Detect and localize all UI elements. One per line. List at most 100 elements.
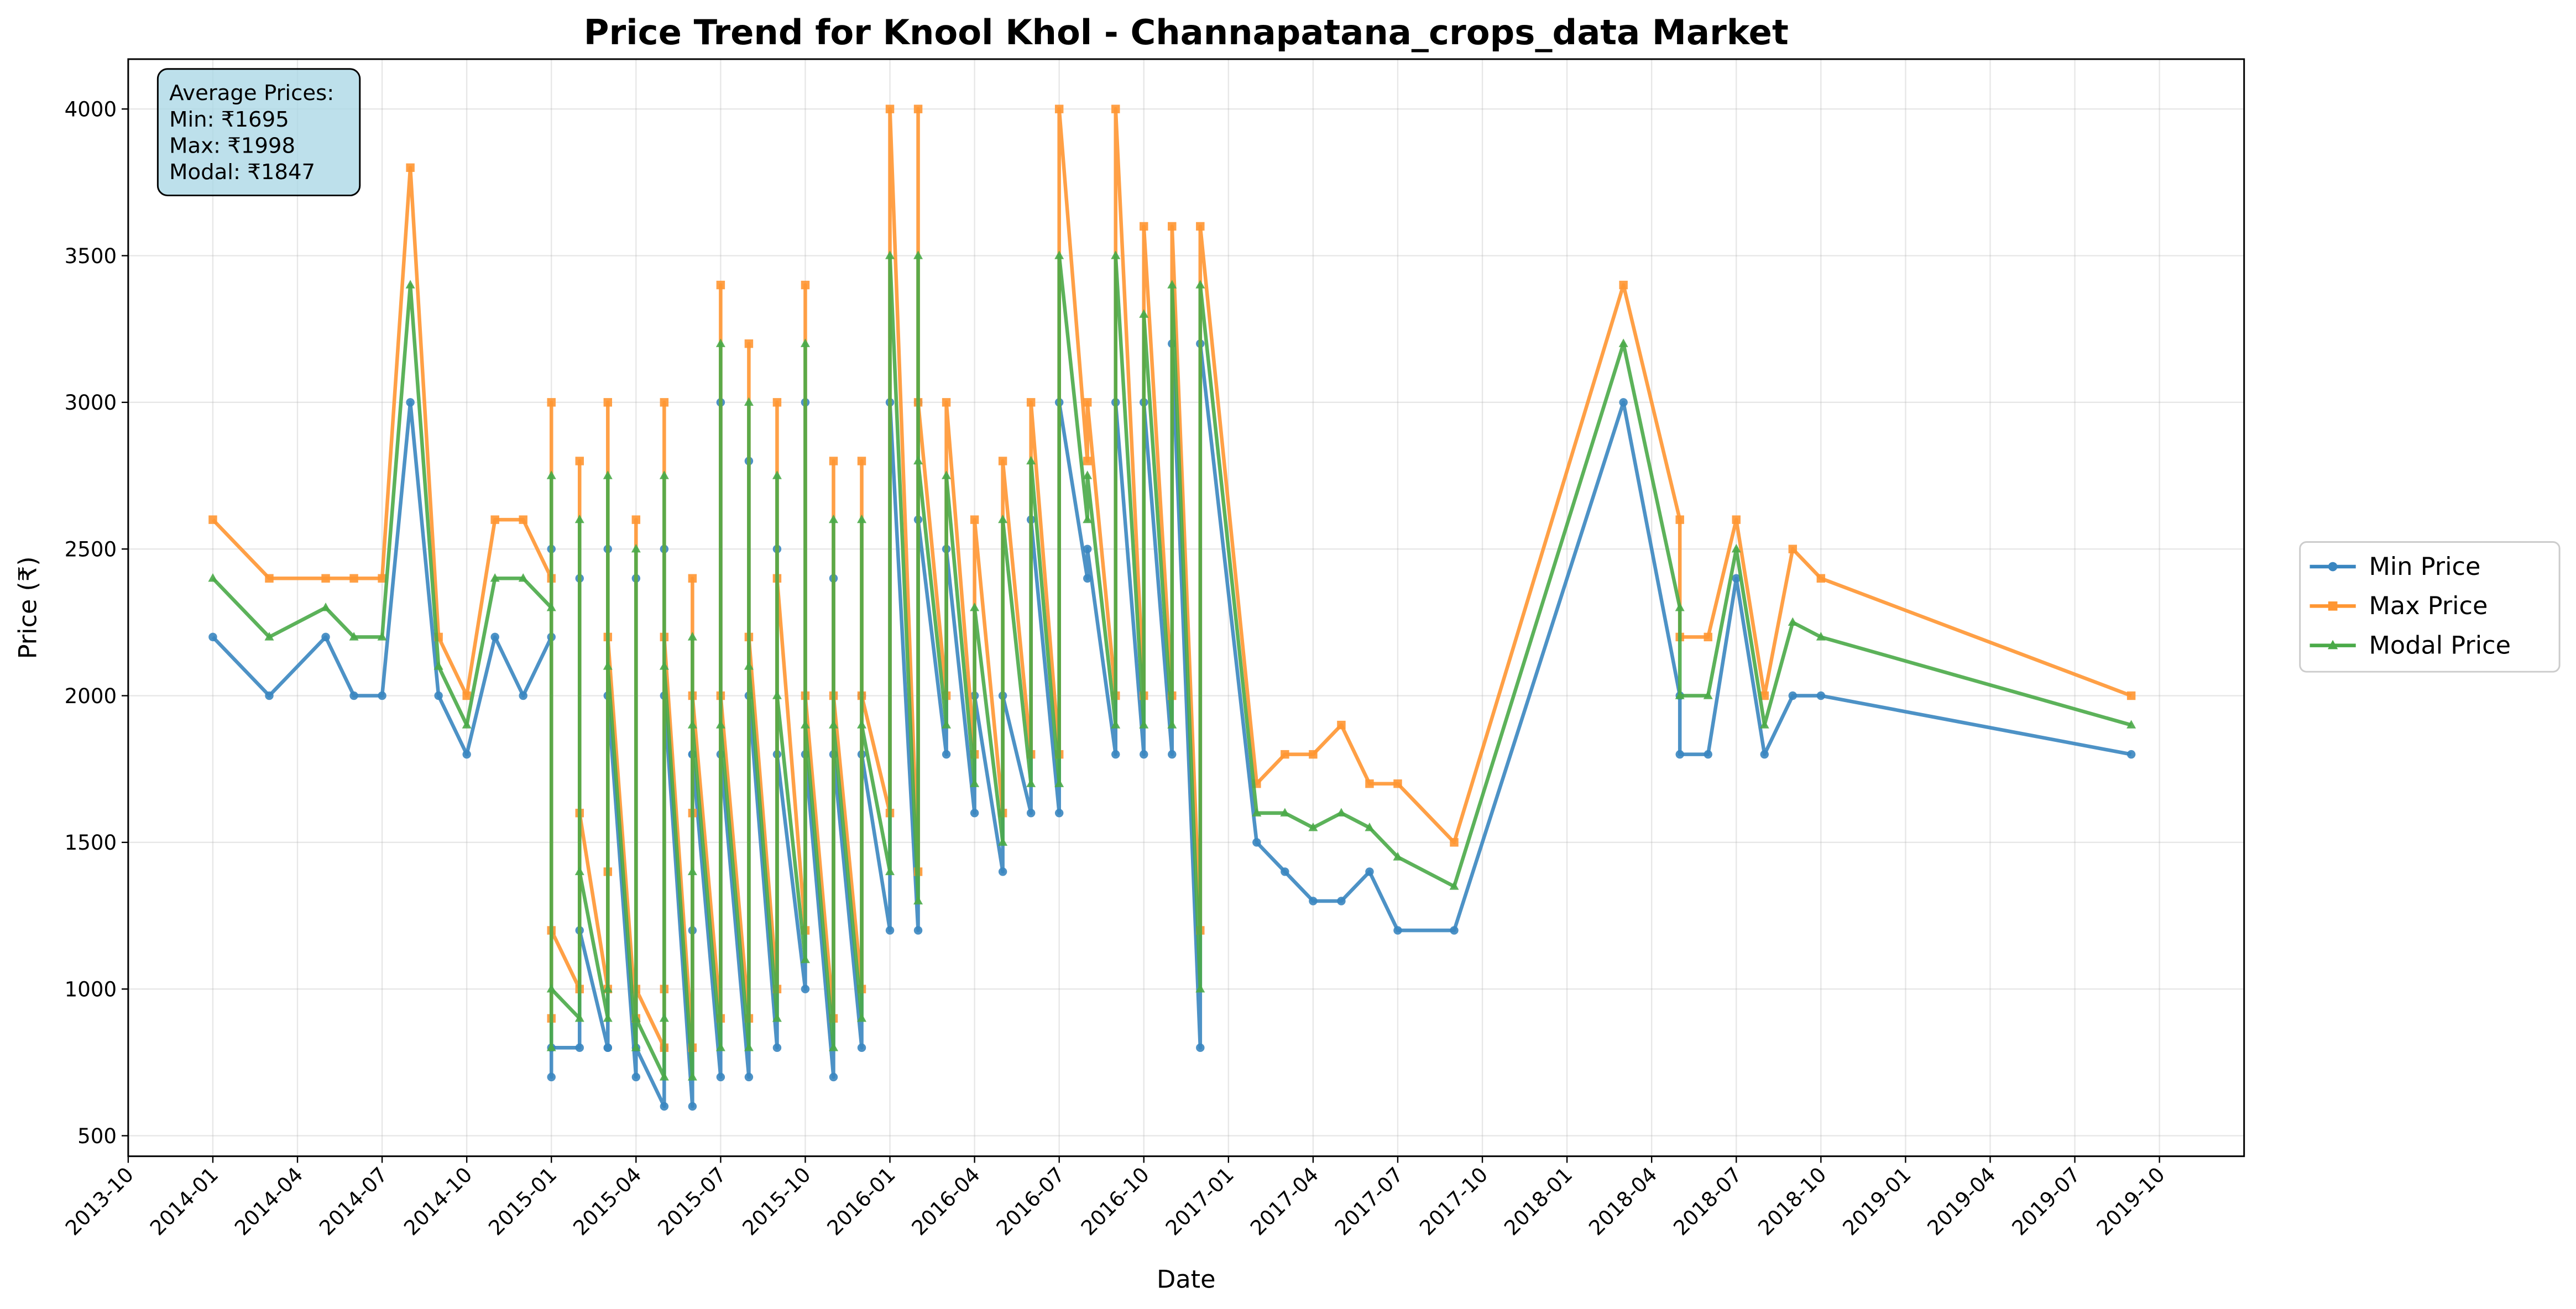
marker — [828, 720, 838, 729]
marker — [1280, 808, 1290, 816]
marker — [1111, 720, 1121, 729]
marker — [828, 514, 838, 523]
marker — [913, 250, 923, 259]
marker — [490, 632, 499, 642]
marker — [1139, 720, 1149, 729]
marker — [1026, 398, 1036, 407]
marker — [687, 632, 697, 641]
legend-box — [2299, 541, 2561, 673]
marker — [1083, 470, 1093, 479]
marker — [885, 104, 895, 113]
marker — [1731, 543, 1741, 553]
marker — [1167, 280, 1177, 289]
marker — [800, 954, 810, 964]
marker — [715, 338, 725, 347]
marker — [998, 837, 1008, 846]
marker — [885, 866, 895, 876]
marker — [321, 632, 330, 642]
marker — [518, 573, 528, 582]
marker — [688, 1102, 697, 1111]
marker — [1083, 514, 1093, 523]
marker — [1308, 823, 1318, 831]
marker — [1026, 778, 1036, 787]
marker — [378, 574, 386, 583]
marker — [1618, 338, 1628, 347]
marker — [801, 280, 810, 290]
marker — [1111, 104, 1120, 113]
marker — [377, 632, 387, 641]
marker — [913, 896, 923, 905]
marker — [349, 574, 358, 583]
marker — [1759, 720, 1769, 729]
marker — [1111, 250, 1121, 259]
marker — [1083, 398, 1092, 407]
marker — [659, 1013, 669, 1022]
legend: Min Price Max Price Modal Price — [2299, 541, 2561, 673]
marker — [857, 457, 866, 465]
marker — [659, 661, 669, 670]
marker — [857, 514, 867, 523]
marker — [603, 1043, 613, 1053]
marker — [744, 661, 754, 670]
annotation-text: Average Prices: — [169, 81, 334, 106]
marker — [1365, 867, 1374, 876]
marker — [660, 398, 669, 407]
marker — [603, 1013, 613, 1022]
marker — [857, 720, 867, 729]
marker — [547, 398, 556, 407]
marker — [1054, 778, 1064, 787]
marker — [1140, 750, 1148, 759]
marker — [659, 1072, 669, 1081]
marker — [687, 866, 697, 876]
marker — [744, 339, 754, 348]
y-tick-label: 4000 — [65, 98, 117, 122]
marker — [1393, 926, 1402, 935]
marker — [913, 455, 923, 465]
legend-label: Min Price — [2369, 552, 2481, 581]
marker — [1732, 515, 1741, 524]
marker — [1393, 779, 1402, 788]
marker — [1788, 691, 1798, 700]
marker — [349, 691, 358, 700]
annotation-text: Modal: ₹1847 — [169, 160, 315, 185]
marker — [1675, 515, 1684, 524]
marker — [1816, 574, 1826, 583]
marker — [772, 470, 782, 479]
marker — [660, 1102, 669, 1111]
marker — [998, 514, 1008, 523]
y-tick-label: 3500 — [65, 244, 117, 268]
marker — [1309, 897, 1318, 905]
marker — [715, 720, 725, 729]
marker — [1252, 838, 1261, 847]
marker — [1619, 398, 1628, 407]
marker — [744, 1072, 754, 1082]
marker — [970, 809, 979, 818]
marker — [2328, 601, 2338, 611]
marker — [1026, 455, 1036, 465]
marker — [519, 515, 527, 524]
marker — [800, 720, 810, 729]
marker — [1140, 222, 1148, 231]
y-tick-label: 1000 — [65, 978, 117, 1002]
marker — [462, 720, 472, 729]
marker — [687, 1072, 697, 1081]
marker — [857, 1043, 866, 1053]
marker — [405, 280, 415, 289]
marker — [208, 632, 217, 642]
marker — [885, 250, 895, 259]
marker — [1336, 808, 1346, 816]
marker — [828, 1043, 838, 1051]
marker — [688, 574, 697, 583]
marker — [1083, 457, 1092, 465]
marker — [1054, 250, 1064, 259]
marker — [687, 720, 697, 729]
marker — [631, 1072, 641, 1082]
marker — [659, 470, 669, 479]
marker — [942, 750, 951, 759]
marker — [462, 750, 471, 759]
marker — [574, 866, 584, 876]
